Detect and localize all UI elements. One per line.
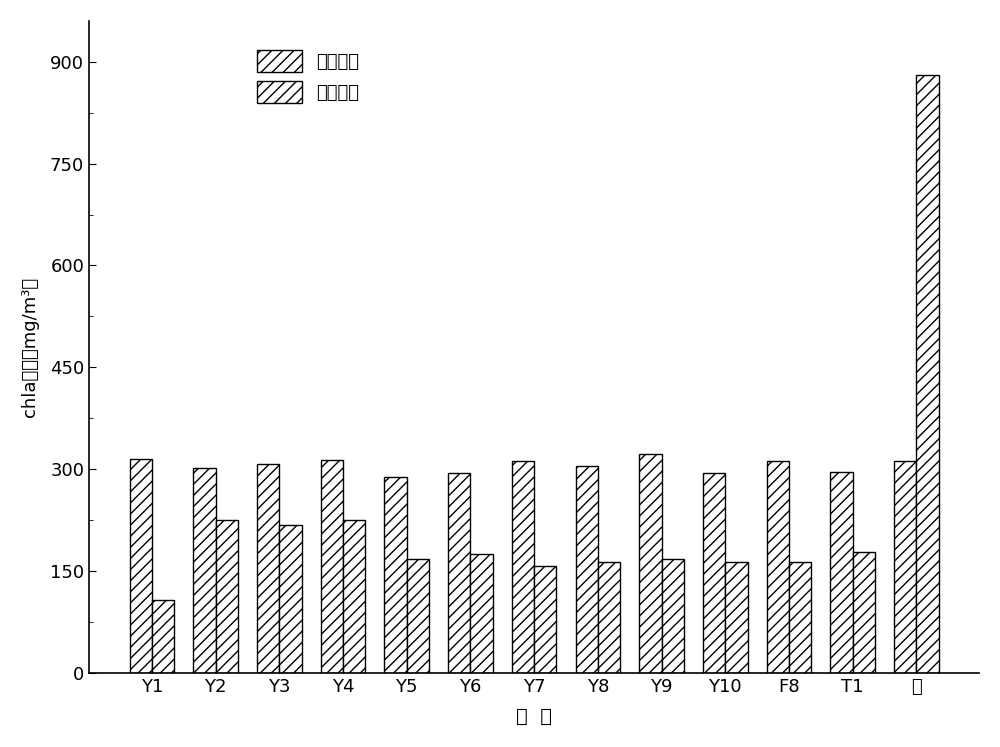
Bar [193, 468, 216, 673]
Bar [767, 461, 789, 673]
Bar [152, 600, 174, 673]
Bar [576, 466, 598, 673]
Bar [639, 454, 662, 673]
Bar [279, 525, 302, 673]
Bar [448, 473, 470, 673]
X-axis label: 细  菌: 细 菌 [516, 707, 552, 726]
Bar [534, 565, 556, 673]
Bar [257, 464, 279, 673]
Bar [598, 562, 620, 673]
Bar [662, 559, 684, 673]
Bar [384, 477, 407, 673]
Bar [703, 473, 725, 673]
Bar [470, 554, 493, 673]
Bar [894, 461, 916, 673]
Bar [830, 472, 853, 673]
Bar [916, 75, 939, 673]
Bar [407, 559, 429, 673]
Bar [512, 461, 534, 673]
Y-axis label: chla含量（mg/m³）: chla含量（mg/m³） [21, 277, 39, 417]
Bar [853, 552, 875, 673]
Legend: 初始含量, 剩余含量: 初始含量, 剩余含量 [249, 43, 366, 111]
Bar [321, 460, 343, 673]
Bar [725, 562, 748, 673]
Bar [789, 562, 811, 673]
Bar [130, 459, 152, 673]
Bar [216, 521, 238, 673]
Bar [343, 521, 365, 673]
